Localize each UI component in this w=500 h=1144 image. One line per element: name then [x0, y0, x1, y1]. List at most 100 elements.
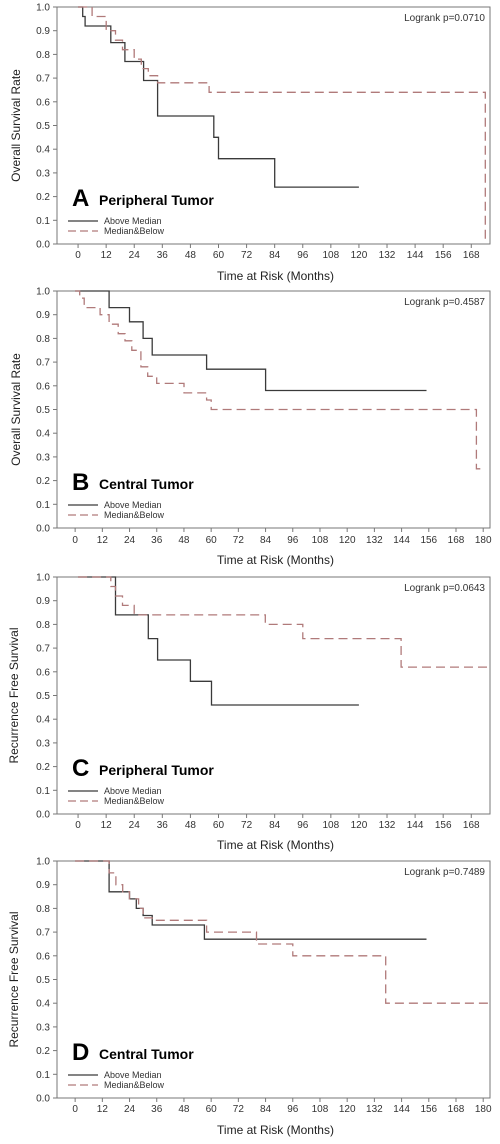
x-tick-label: 36 [157, 250, 169, 261]
km-curve-above-median [78, 6, 359, 188]
y-tick-label: 0.4 [36, 145, 50, 156]
x-tick-label: 0 [72, 535, 78, 546]
km-curve-above-median [75, 290, 427, 392]
x-tick-label: 60 [206, 1104, 218, 1115]
x-tick-label: 108 [312, 535, 329, 546]
x-axis-label: Time at Risk (Months) [217, 553, 334, 567]
x-tick-label: 12 [97, 535, 109, 546]
x-tick-label: 120 [351, 250, 368, 261]
x-tick-label: 156 [435, 820, 452, 831]
x-tick-label: 156 [420, 1104, 437, 1115]
x-tick-label: 60 [213, 250, 225, 261]
panel-title: Central Tumor [99, 1046, 194, 1062]
x-tick-label: 180 [475, 535, 492, 546]
y-tick-label: 0.7 [36, 74, 50, 85]
y-axis-label: Recurrence Free Survival [7, 911, 21, 1047]
x-tick-label: 180 [475, 1104, 492, 1115]
x-tick-label: 48 [185, 820, 197, 831]
y-tick-label: 0.9 [36, 596, 50, 607]
y-tick-label: 0.9 [36, 880, 50, 891]
y-tick-label: 0.6 [36, 951, 50, 962]
x-tick-label: 36 [157, 820, 169, 831]
chart-panel-a: 0.0 0.1 0.2 0.3 0.4 0.5 0.6 0.7 0.8 0.9 1.0 0 12 24 36… [9, 3, 491, 283]
x-axis-label: Time at Risk (Months) [217, 269, 334, 283]
km-curve-median-below [78, 576, 490, 668]
legend-label-median-below: Median&Below [104, 510, 165, 520]
chart-panel-c: 0.0 0.1 0.2 0.3 0.4 0.5 0.6 0.7 0.8 0.9 1.0 0 12 24 36… [7, 573, 491, 852]
x-tick-label: 132 [379, 250, 396, 261]
x-tick-label: 168 [463, 820, 480, 831]
x-tick-label: 156 [435, 250, 452, 261]
x-tick-label: 144 [407, 250, 424, 261]
y-axis-label: Overall Survival Rate [9, 69, 23, 182]
y-tick-label: 0.5 [36, 405, 50, 416]
x-tick-label: 96 [297, 820, 309, 831]
chart-panel-d: 0.0 0.1 0.2 0.3 0.4 0.5 0.6 0.7 0.8 0.9 1.0 0 12 24 36… [7, 857, 492, 1138]
x-tick-label: 0 [75, 820, 81, 831]
x-tick-label: 168 [463, 250, 480, 261]
x-tick-label: 84 [260, 1104, 272, 1115]
y-tick-label: 0.9 [36, 26, 50, 37]
x-tick-label: 156 [420, 535, 437, 546]
x-tick-label: 144 [407, 820, 424, 831]
x-tick-label: 0 [75, 250, 81, 261]
legend-label-median-below: Median&Below [104, 796, 165, 806]
x-tick-label: 84 [269, 250, 281, 261]
y-tick-label: 0.5 [36, 691, 50, 702]
y-tick-label: 0.2 [36, 192, 50, 203]
legend-label-above-median: Above Median [104, 216, 162, 226]
y-tick-label: 0.3 [36, 1022, 50, 1033]
y-tick-label: 0.8 [36, 50, 50, 61]
x-tick-label: 24 [129, 820, 141, 831]
x-tick-label: 108 [312, 1104, 329, 1115]
y-tick-label: 0.1 [36, 500, 50, 511]
panel-letter: C [72, 755, 89, 782]
x-tick-label: 72 [233, 535, 245, 546]
x-tick-label: 24 [124, 535, 136, 546]
x-tick-label: 132 [379, 820, 396, 831]
y-tick-label: 0.1 [36, 216, 50, 227]
x-tick-label: 96 [297, 250, 309, 261]
x-tick-label: 48 [178, 535, 190, 546]
legend-label-above-median: Above Median [104, 500, 162, 510]
y-tick-label: 0.1 [36, 1070, 50, 1081]
x-tick-label: 12 [101, 820, 113, 831]
y-tick-label: 0.7 [36, 928, 50, 939]
y-tick-label: 0.8 [36, 620, 50, 631]
x-tick-label: 132 [366, 1104, 383, 1115]
y-tick-label: 0.6 [36, 381, 50, 392]
x-tick-label: 24 [129, 250, 141, 261]
x-tick-label: 120 [351, 820, 368, 831]
panel-letter: D [72, 1039, 89, 1066]
x-tick-label: 120 [339, 535, 356, 546]
x-axis-label: Time at Risk (Months) [217, 1123, 334, 1137]
panel-letter: B [72, 469, 89, 496]
legend-label-above-median: Above Median [104, 1070, 162, 1080]
panel-title: Central Tumor [99, 476, 194, 492]
x-tick-label: 120 [339, 1104, 356, 1115]
y-tick-label: 0.3 [36, 168, 50, 179]
y-tick-label: 0.2 [36, 762, 50, 773]
plot-frame [56, 576, 491, 815]
x-axis-label: Time at Risk (Months) [217, 838, 334, 852]
panel-title: Peripheral Tumor [99, 762, 214, 778]
legend-label-median-below: Median&Below [104, 1080, 165, 1090]
x-tick-label: 108 [322, 250, 339, 261]
x-tick-label: 0 [72, 1104, 78, 1115]
x-tick-label: 84 [269, 820, 281, 831]
y-tick-label: 0.2 [36, 476, 50, 487]
logrank-annotation: Logrank p=0.7489 [404, 867, 485, 878]
logrank-annotation: Logrank p=0.4587 [404, 297, 485, 308]
x-tick-label: 132 [366, 535, 383, 546]
x-tick-label: 60 [206, 535, 218, 546]
y-tick-label: 0.5 [36, 975, 50, 986]
x-tick-label: 144 [393, 1104, 410, 1115]
km-curve-median-below [75, 290, 484, 470]
y-tick-label: 0.1 [36, 786, 50, 797]
x-tick-label: 72 [233, 1104, 245, 1115]
y-tick-label: 0.5 [36, 121, 50, 132]
x-tick-label: 72 [241, 820, 253, 831]
